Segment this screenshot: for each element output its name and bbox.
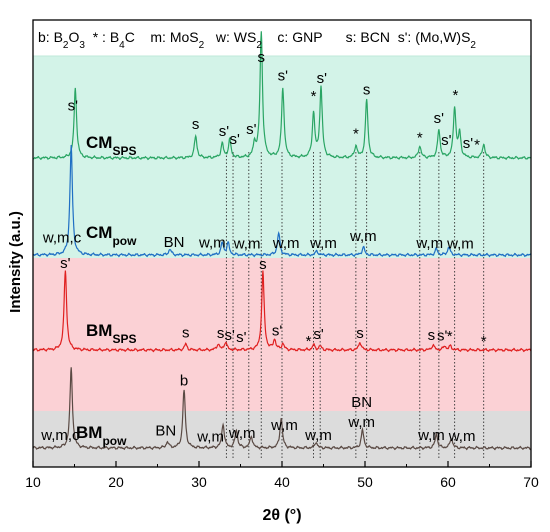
peak-label-BM_SPS-5: s — [259, 256, 267, 273]
peak-label-BM_pow-0: w,m,c — [40, 427, 80, 444]
legend-part-3: 3 — [79, 40, 85, 51]
peak-label-CM_SPS-0: s' — [68, 98, 79, 115]
peak-label-BM_pow-7: BN — [351, 394, 372, 411]
peak-label-BM_SPS-12: * — [447, 328, 453, 345]
series-name-main-CM_SPS: CM — [86, 133, 112, 152]
trace-CM_pow — [32, 144, 532, 258]
series-name-sub-BM_SPS: SPS — [112, 332, 136, 346]
peak-label-BM_SPS-7: * — [306, 333, 312, 350]
peak-label-BM_SPS-2: s — [217, 325, 225, 342]
legend-part-11: 2 — [470, 40, 476, 51]
series-name-sub-BM_pow: pow — [102, 434, 127, 448]
series-name-CM_pow: CMpow — [86, 223, 137, 248]
peak-label-CM_SPS-8: s' — [317, 70, 328, 87]
peak-label-BM_SPS-11: s' — [437, 328, 448, 345]
y-axis-label: Intensity (a.u.) — [7, 211, 24, 313]
peak-label-BM_SPS-4: s' — [236, 329, 247, 346]
series-name-CM_SPS: CMSPS — [86, 133, 136, 158]
peak-label-BM_SPS-0: s' — [60, 255, 71, 272]
x-tick-label-4: 50 — [357, 474, 373, 490]
peak-label-CM_pow-8: w,m — [446, 235, 474, 252]
peak-label-CM_SPS-16: * — [474, 137, 480, 154]
peak-labels: s's s' s's'ss'*s'*s*s's'*s' *w,m,c BN w,m w,m w… — [40, 49, 487, 446]
peak-label-BM_pow-4: w,m — [270, 417, 298, 434]
peak-label-CM_SPS-6: s' — [278, 67, 289, 84]
peak-label-BM_pow-6: w,m — [347, 414, 375, 431]
series-name-main-CM_pow: CM — [86, 223, 112, 242]
x-tick-label-6: 70 — [523, 474, 539, 490]
x-tick-label-2: 30 — [191, 474, 207, 490]
peak-label-BM_SPS-8: s' — [313, 326, 324, 343]
x-tick-label-5: 60 — [440, 474, 456, 490]
legend-part-2: O — [68, 29, 79, 45]
legend-part-4: * : B — [85, 29, 119, 45]
legend-part-10: c: GNP s: BCN s': (Mo,W)S — [262, 29, 471, 45]
legend-abbreviations: b: B2O3 * : B4C m: MoS2 w: WS2 c: GNP s:… — [38, 29, 476, 51]
peak-label-CM_SPS-7: * — [311, 88, 317, 105]
peak-label-CM_SPS-3: s' — [230, 131, 241, 148]
x-axis-label: 2θ (°) — [262, 507, 301, 524]
x-axis: 10 20 30 40 50 60 70 — [25, 461, 539, 490]
series-name-sub-CM_SPS: SPS — [112, 144, 136, 158]
peak-label-BM_pow-1: b — [180, 372, 188, 389]
peak-label-BM_SPS-13: * — [481, 333, 487, 350]
peak-label-CM_SPS-11: * — [417, 129, 423, 146]
peak-label-CM_pow-2: w,m — [198, 234, 226, 251]
peak-label-BM_pow-2: w,m — [196, 429, 224, 446]
legend-part-9: 2 — [256, 40, 262, 51]
series-name-BM_pow: BMpow — [76, 423, 127, 448]
series-name-main-BM_SPS: BM — [86, 321, 112, 340]
peak-label-CM_SPS-2: s' — [219, 123, 230, 140]
x-tick-label-1: 20 — [108, 474, 124, 490]
legend-part-0: b: B — [38, 29, 63, 45]
x-tick-label-3: 40 — [274, 474, 290, 490]
peak-label-CM_SPS-9: * — [353, 126, 359, 143]
peak-label-BM_SPS-10: s — [428, 327, 436, 344]
peak-label-CM_SPS-5: s — [258, 49, 266, 66]
series-name-BM_SPS: BMSPS — [86, 321, 136, 346]
peak-label-BM_SPS-1: s — [182, 325, 190, 342]
legend-part-1: 2 — [63, 40, 69, 51]
peak-label-CM_SPS-12: s' — [434, 110, 445, 127]
peak-label-CM_pow-7: w,m — [415, 235, 443, 252]
legend-part-6: C m: MoS — [125, 29, 199, 45]
series-name-sub-CM_pow: pow — [112, 234, 137, 248]
peak-label-BM_SPS-3: s' — [225, 327, 236, 344]
peak-label-CM_pow-4: w,m — [272, 235, 300, 252]
legend-part-5: 4 — [119, 40, 125, 51]
series-name-main-BM_pow: BM — [76, 423, 102, 442]
trace-BM_SPS — [32, 270, 532, 353]
peak-label-CM_SPS-13: s' — [441, 132, 452, 149]
peak-label-BM_SPS-9: s — [356, 325, 364, 342]
peak-label-CM_pow-5: w,m — [309, 235, 337, 252]
peak-label-CM_pow-3: w,m — [233, 235, 261, 252]
peak-label-BM_pow-3: w,m — [228, 425, 256, 442]
peak-label-CM_SPS-10: s — [363, 81, 371, 98]
legend-part-8: w: WS — [204, 29, 256, 45]
peak-label-BM_pow-5: w,m — [304, 427, 332, 444]
peak-label-CM_SPS-1: s — [192, 116, 200, 133]
x-tick-label-0: 10 — [25, 474, 41, 490]
peak-label-BM_SPS-6: s' — [272, 322, 283, 339]
peak-label-BM_pow-8: w,m — [417, 427, 445, 444]
peak-label-CM_SPS-15: s' — [463, 135, 474, 152]
peak-label-CM_pow-6: w,m — [349, 228, 377, 245]
xrd-traces — [32, 31, 532, 451]
peak-label-CM_pow-1: BN — [164, 234, 185, 251]
peak-label-BM_pow-10: BN — [155, 423, 176, 440]
peak-label-CM_pow-0: w,m,c — [42, 229, 82, 246]
peak-label-BM_pow-9: w,m — [448, 428, 476, 445]
legend-part-7: 2 — [199, 40, 205, 51]
trace-CM_SPS — [32, 31, 532, 161]
peak-label-CM_SPS-4: s' — [246, 121, 257, 138]
trace-BM_pow — [32, 367, 532, 451]
peak-label-CM_SPS-14: * — [453, 87, 459, 104]
